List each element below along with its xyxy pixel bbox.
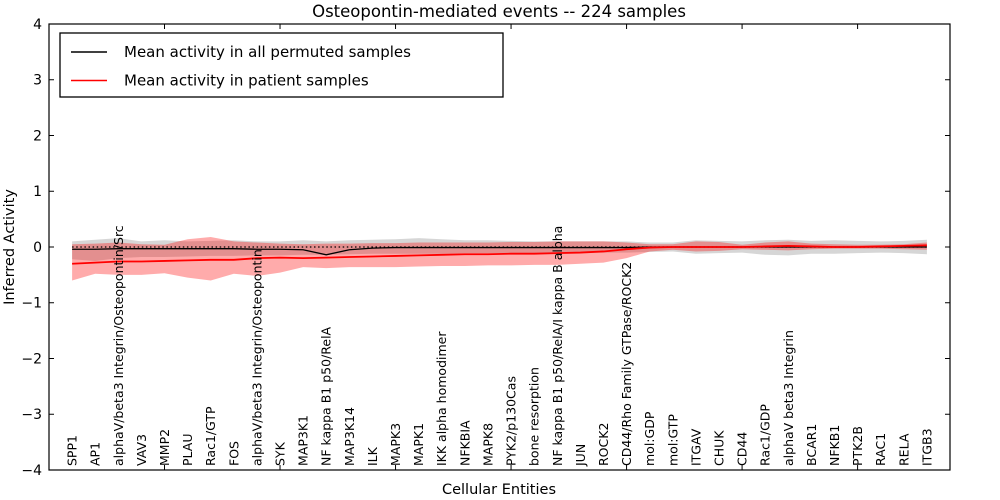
x-tick-label: PTK2B xyxy=(850,426,865,466)
axes-layer xyxy=(48,23,951,471)
x-tick-label: BCAR1 xyxy=(804,424,819,466)
band-layer xyxy=(72,236,927,281)
x-tick-label: VAV3 xyxy=(134,434,149,466)
x-tick-label: SPP1 xyxy=(65,435,80,466)
y-tick-label: 2 xyxy=(33,128,42,144)
x-tick-label: ROCK2 xyxy=(596,423,611,466)
y-tick-label: 3 xyxy=(33,73,42,89)
x-tick-label: PYK2/p130Cas xyxy=(504,376,519,466)
x-tick-label: ITGB3 xyxy=(919,428,934,466)
x-tick-label: alphaV/beta3 Integrin/Osteopontin/Src xyxy=(111,225,126,466)
x-tick-label: AP1 xyxy=(88,442,103,466)
x-tick-label: PLAU xyxy=(180,434,195,467)
x-tick-label: IKK alpha homodimer xyxy=(434,331,449,466)
x-tick-label: ITGAV xyxy=(688,428,703,466)
x-tick-label: bone resorption xyxy=(527,367,542,466)
patient-band xyxy=(72,236,927,281)
x-tick-label: NF kappa B1 p50/RelA xyxy=(319,326,334,466)
x-tick-labels: SPP1 AP1 alphaV/beta3 Integrin/Osteopontin… xyxy=(65,225,935,467)
x-axis-label: Cellular Entities xyxy=(442,482,556,498)
permuted-band xyxy=(72,238,927,261)
x-tick-label: mol:GTP xyxy=(665,414,680,466)
x-tick-label: Rac1/GTP xyxy=(203,406,218,466)
patient-mean-line xyxy=(72,244,927,265)
y-tick-label: −4 xyxy=(21,463,42,479)
legend: Mean activity in all permuted samples Mea… xyxy=(59,32,504,98)
x-tick-label: MAP3K14 xyxy=(342,407,357,466)
x-tick-label: CD44 xyxy=(735,432,750,466)
y-tick-label: −2 xyxy=(21,351,42,367)
x-tick-label: MAPK3 xyxy=(388,423,403,466)
x-tick-label: CD44/Rho Family GTPase/ROCK2 xyxy=(619,262,634,466)
x-tick-label: NFKB1 xyxy=(827,425,842,466)
y-tick-label: −1 xyxy=(21,296,42,312)
x-tick-label: MAPK1 xyxy=(411,423,426,466)
chart-title: Osteopontin-mediated events -- 224 sampl… xyxy=(312,2,686,21)
x-tick-label: alphaV/beta3 Integrin/Osteopontin xyxy=(249,249,264,466)
y-tick-label: −3 xyxy=(21,407,42,423)
x-tick-label: FOS xyxy=(226,441,241,466)
x-tick-label: NFKBIA xyxy=(457,420,472,466)
x-tick-label: MAPK8 xyxy=(480,423,495,466)
legend-label: Mean activity in patient samples xyxy=(124,72,369,90)
y-tick-label: 1 xyxy=(33,184,42,200)
x-tick-label: SYK xyxy=(273,441,288,466)
x-tick-label: mol:GDP xyxy=(642,411,657,466)
y-axis-label: Inferred Activity xyxy=(2,189,18,305)
y-tick-label: 4 xyxy=(33,17,42,33)
legend-label: Mean activity in all permuted samples xyxy=(124,43,411,61)
x-tick-label: alphaV beta3 Integrin xyxy=(781,330,796,466)
y-tick-label: 0 xyxy=(33,240,42,256)
x-tick-label: MMP2 xyxy=(157,429,172,466)
x-tick-label: JUN xyxy=(573,444,588,467)
x-tick-label: NF kappa B1 p50/RelA/I kappa B alpha xyxy=(550,226,565,466)
y-tick-labels: 4 3 2 1 0 −1 −2 −3 −4 xyxy=(21,17,42,479)
x-tick-label: Rac1/GDP xyxy=(758,404,773,466)
legend-box xyxy=(59,32,504,98)
x-tick-label: RAC1 xyxy=(873,433,888,466)
x-tick-label: ILK xyxy=(365,446,380,466)
line-layer xyxy=(72,244,927,265)
permuted-mean-line xyxy=(72,246,927,256)
x-tick-label: MAP3K1 xyxy=(296,415,311,466)
x-tick-label: RELA xyxy=(896,433,911,466)
x-tick-label: CHUK xyxy=(711,430,726,466)
